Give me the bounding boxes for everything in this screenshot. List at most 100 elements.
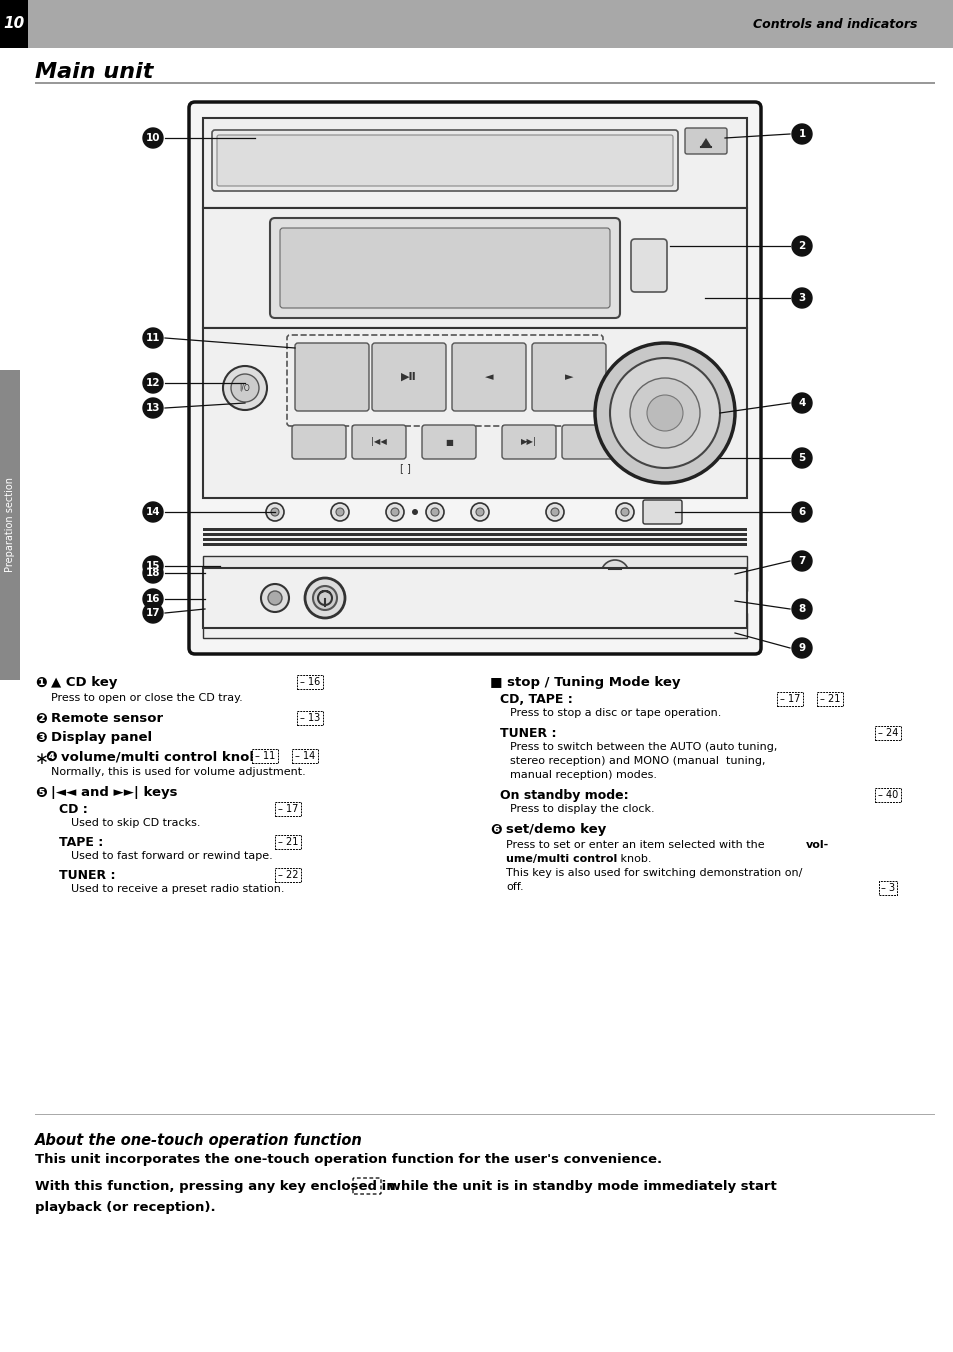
Text: Remote sensor: Remote sensor <box>51 713 163 725</box>
Text: – 21: – 21 <box>277 837 298 846</box>
Bar <box>203 556 746 591</box>
Text: – 17: – 17 <box>779 694 800 704</box>
Bar <box>0 370 20 680</box>
Circle shape <box>791 237 811 256</box>
Text: Press to switch between the AUTO (auto tuning,: Press to switch between the AUTO (auto t… <box>510 742 777 752</box>
Bar <box>203 533 746 535</box>
Circle shape <box>791 393 811 412</box>
Bar <box>35 1114 934 1115</box>
FancyBboxPatch shape <box>561 425 616 458</box>
Text: 9: 9 <box>798 644 804 653</box>
Circle shape <box>231 375 258 402</box>
Text: – 13: – 13 <box>299 713 320 723</box>
Text: 18: 18 <box>146 568 160 579</box>
Text: vol-: vol- <box>805 840 828 850</box>
Text: CD, TAPE :: CD, TAPE : <box>499 694 572 706</box>
Text: ume/multi control: ume/multi control <box>505 854 617 864</box>
Circle shape <box>143 556 163 576</box>
Text: ►: ► <box>564 372 573 383</box>
Circle shape <box>412 508 417 515</box>
Text: Press to open or close the CD tray.: Press to open or close the CD tray. <box>51 694 242 703</box>
FancyBboxPatch shape <box>642 500 681 525</box>
Text: Normally, this is used for volume adjustment.: Normally, this is used for volume adjust… <box>51 767 305 777</box>
FancyBboxPatch shape <box>630 239 666 292</box>
Bar <box>203 538 746 541</box>
Circle shape <box>791 124 811 145</box>
Text: volume/multi control knob: volume/multi control knob <box>61 750 258 763</box>
FancyBboxPatch shape <box>452 343 525 411</box>
FancyBboxPatch shape <box>270 218 619 318</box>
Text: ∗: ∗ <box>35 750 49 768</box>
Text: CD :: CD : <box>59 803 88 817</box>
Bar <box>203 602 746 604</box>
Circle shape <box>551 508 558 516</box>
Bar <box>203 596 746 599</box>
Text: ▶▶|: ▶▶| <box>520 438 537 446</box>
Text: – 24: – 24 <box>877 727 897 738</box>
Circle shape <box>791 638 811 658</box>
Circle shape <box>431 508 438 516</box>
FancyBboxPatch shape <box>189 101 760 654</box>
Text: off.: off. <box>505 882 523 892</box>
Text: Used to fast forward or rewind tape.: Used to fast forward or rewind tape. <box>71 850 273 861</box>
Text: This key is also used for switching demonstration on/: This key is also used for switching demo… <box>505 868 801 877</box>
Text: – 22: – 22 <box>277 869 298 880</box>
FancyBboxPatch shape <box>684 128 726 154</box>
Text: – 17: – 17 <box>277 804 298 814</box>
Text: ❶: ❶ <box>35 676 47 690</box>
Text: Press to set or enter an item selected with the: Press to set or enter an item selected w… <box>505 840 767 850</box>
Text: Used to receive a preset radio station.: Used to receive a preset radio station. <box>71 884 284 894</box>
Text: ❷: ❷ <box>35 713 47 726</box>
Text: 8: 8 <box>798 604 804 614</box>
Text: |◄◄ and ►►| keys: |◄◄ and ►►| keys <box>51 786 177 799</box>
Text: About the one-touch operation function: About the one-touch operation function <box>35 1133 362 1148</box>
Polygon shape <box>700 138 710 146</box>
Text: – 11: – 11 <box>254 750 274 761</box>
Circle shape <box>545 503 563 521</box>
FancyBboxPatch shape <box>372 343 446 411</box>
Circle shape <box>313 585 336 610</box>
Circle shape <box>476 508 483 516</box>
Circle shape <box>143 128 163 147</box>
Circle shape <box>261 584 289 612</box>
Text: while the unit is in standby mode immediately start: while the unit is in standby mode immedi… <box>384 1180 776 1192</box>
Text: – 3: – 3 <box>880 883 894 894</box>
Circle shape <box>595 343 734 483</box>
Circle shape <box>791 502 811 522</box>
Text: ❻: ❻ <box>490 823 501 837</box>
Text: Display panel: Display panel <box>51 731 152 744</box>
Bar <box>203 544 746 546</box>
Circle shape <box>616 503 634 521</box>
Text: – 21: – 21 <box>819 694 840 704</box>
FancyBboxPatch shape <box>501 425 556 458</box>
Text: Preparation section: Preparation section <box>5 477 15 572</box>
Text: 12: 12 <box>146 379 160 388</box>
Text: – 40: – 40 <box>877 790 897 800</box>
Text: 15: 15 <box>146 561 160 571</box>
FancyBboxPatch shape <box>294 343 369 411</box>
Polygon shape <box>608 571 620 579</box>
Text: 6: 6 <box>798 507 804 516</box>
Text: Press to display the clock.: Press to display the clock. <box>510 804 654 814</box>
Text: ▲ CD key: ▲ CD key <box>51 676 117 690</box>
Text: ■: ■ <box>445 438 453 446</box>
FancyBboxPatch shape <box>421 425 476 458</box>
Text: ❺: ❺ <box>35 786 47 800</box>
Text: knob.: knob. <box>617 854 651 864</box>
Text: 13: 13 <box>146 403 160 412</box>
Text: ❸: ❸ <box>35 731 47 745</box>
Circle shape <box>791 288 811 308</box>
Text: 3: 3 <box>798 293 804 303</box>
Text: Used to skip CD tracks.: Used to skip CD tracks. <box>71 818 200 827</box>
Bar <box>203 568 746 627</box>
Text: manual reception) modes.: manual reception) modes. <box>510 771 657 780</box>
Text: 10: 10 <box>146 132 160 143</box>
Circle shape <box>629 379 700 448</box>
Circle shape <box>391 508 398 516</box>
Text: I/O: I/O <box>239 384 250 392</box>
Text: set/demo key: set/demo key <box>505 823 605 836</box>
Text: 14: 14 <box>146 507 160 516</box>
Text: 1: 1 <box>798 128 804 139</box>
Circle shape <box>386 503 403 521</box>
Circle shape <box>143 373 163 393</box>
